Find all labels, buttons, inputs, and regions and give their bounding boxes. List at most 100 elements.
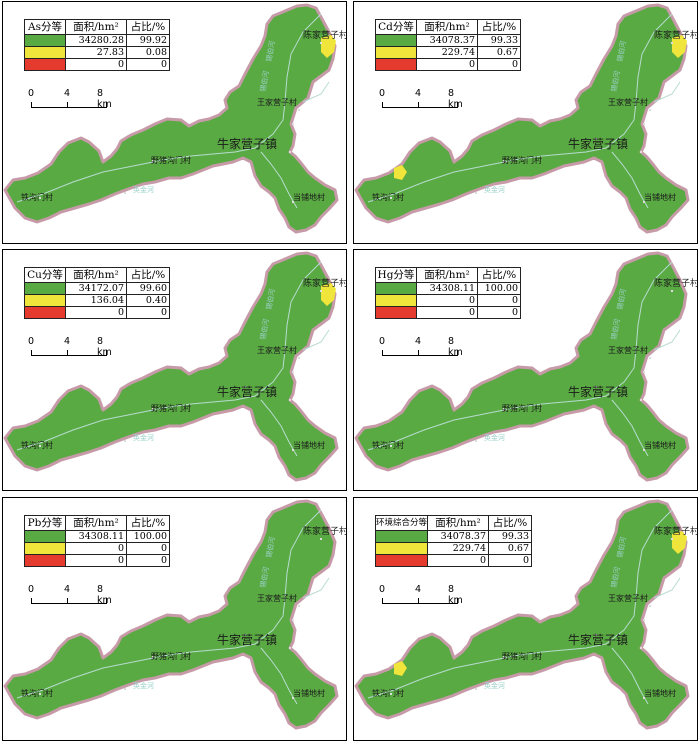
town-boundary	[3, 3, 339, 234]
legend-table: Pb分等 面积/hm² 占比/% 34308.11 100.00 0 0 0 0	[24, 515, 170, 567]
legend-table: Hg分等 面积/hm² 占比/% 34308.11 100.00 0 0 0 0	[375, 267, 521, 319]
legend-area-value: 34280.28	[65, 34, 127, 47]
legend-ratio-value: 0.67	[488, 542, 533, 555]
scale-tick-8km: 8 km	[97, 584, 112, 606]
legend-title: Hg分等	[375, 267, 417, 283]
settlement-marker	[595, 386, 597, 388]
legend-row: 34280.28 99.92	[24, 34, 170, 47]
legend-title: Pb分等	[24, 515, 66, 531]
legend-area-value: 0	[65, 554, 127, 567]
legend-ratio-value: 0	[126, 58, 170, 71]
scale-tick-8km: 8 km	[97, 88, 112, 110]
river-line	[653, 329, 681, 351]
map-panel: 锡伯河 锡伯河 英金河 陈家营子村 王家营子村 牛家营子镇 野猪沟门村 铁沟门村 当铺地村 环境综…	[353, 497, 698, 741]
river-line	[367, 261, 673, 451]
place-label-town: 牛家营子镇	[217, 384, 277, 399]
scale-tick-8km: 8 km	[97, 336, 112, 358]
map-panel: 锡伯河 锡伯河 英金河 陈家营子村 王家营子村 牛家营子镇 野猪沟门村 铁沟门村 当铺地村 Pb分…	[2, 497, 347, 741]
settlement-marker	[292, 697, 294, 699]
scale-tick-0: 0	[28, 584, 35, 595]
settlement-marker	[643, 449, 645, 451]
settlement-marker	[643, 123, 645, 125]
settlement-marker	[298, 109, 300, 111]
legend-table: As分等 面积/hm² 占比/% 34280.28 99.92 27.83 0.08 0 0	[24, 19, 170, 71]
legend-area-value: 0	[427, 554, 490, 567]
yellow-zone-tiegou	[394, 661, 407, 676]
legend-title: Cu分等	[24, 267, 66, 283]
legend-header-ratio: 占比/%	[477, 267, 521, 283]
place-label-chenjia: 陈家营子村	[654, 29, 698, 41]
settlement-marker	[320, 42, 322, 44]
legend-swatch-yellow	[24, 294, 66, 307]
town-boundary	[3, 251, 339, 482]
place-label-wangjia: 王家营子村	[608, 97, 648, 107]
legend-ratio-value: 0	[126, 542, 170, 555]
legend-row: 136.04 0.40	[24, 294, 170, 307]
place-label-town: 牛家营子镇	[568, 136, 628, 151]
place-label-dangpu: 当铺地村	[644, 688, 676, 698]
map-panel: 锡伯河 锡伯河 英金河 陈家营子村 王家营子村 牛家营子镇 野猪沟门村 铁沟门村 当铺地村 Hg分…	[353, 249, 698, 491]
place-label-tiegou: 铁沟门村	[372, 440, 404, 450]
river-line	[611, 647, 649, 705]
river-label: 锡伯河	[615, 536, 628, 558]
legend-row: 34078.37 99.33	[374, 530, 533, 543]
scale-tick-4: 4	[415, 88, 422, 99]
legend-ratio-value: 99.60	[126, 282, 170, 295]
river-label: 英金河	[484, 433, 505, 442]
legend-swatch-red	[24, 554, 66, 567]
yellow-zone-chenjia	[672, 35, 687, 58]
legend-swatch-green	[375, 34, 417, 47]
river-line	[653, 577, 681, 599]
settlement-marker	[39, 197, 41, 199]
settlement-marker	[289, 151, 291, 153]
settlement-marker	[390, 197, 392, 199]
place-label-wangjia: 王家营子村	[257, 97, 297, 107]
river-line	[302, 329, 330, 351]
settlement-marker	[671, 290, 673, 292]
scale-tick-0: 0	[379, 88, 386, 99]
scale-mid-tick	[418, 350, 419, 355]
scale-bar: 0 4 8 km	[27, 88, 112, 112]
town-boundary	[354, 3, 690, 234]
settlement-marker	[643, 697, 645, 699]
scale-line	[382, 102, 458, 108]
map-panel: 锡伯河 锡伯河 英金河 陈家营子村 王家营子村 牛家营子镇 野猪沟门村 铁沟门村 当铺地村 Cu分…	[2, 249, 347, 491]
river-label: 锡伯河	[258, 70, 271, 92]
settlement-marker	[643, 619, 645, 621]
legend-ratio-value: 0	[488, 554, 533, 567]
scale-tick-8km: 8 km	[448, 88, 463, 110]
legend-header-ratio: 占比/%	[126, 19, 170, 35]
legend-area-value: 34078.37	[427, 530, 490, 543]
river-label: 锡伯河	[615, 288, 628, 310]
scale-tick-4: 4	[64, 88, 71, 99]
settlement-marker	[124, 440, 126, 442]
map-panel: 锡伯河 锡伯河 英金河 陈家营子村 王家营子村 牛家营子镇 野猪沟门村 铁沟门村 当铺地村 As分…	[2, 1, 347, 244]
legend-header-area: 面积/hm²	[65, 19, 127, 35]
place-label-wangjia: 王家营子村	[257, 593, 297, 603]
river-line	[16, 261, 322, 451]
settlement-marker	[640, 151, 642, 153]
scale-bar: 0 4 8 km	[27, 584, 112, 608]
settlement-marker	[39, 693, 41, 695]
legend-area-value: 34078.37	[416, 34, 478, 47]
settlement-marker	[152, 160, 154, 162]
scale-mid-tick	[67, 102, 68, 107]
settlement-marker	[292, 371, 294, 373]
scale-bar: 0 4 8 km	[378, 336, 463, 360]
yellow-zone-chenjia	[321, 283, 336, 306]
legend-ratio-value: 0.08	[126, 46, 170, 59]
river-label: 锡伯河	[258, 318, 271, 340]
legend-row: 27.83 0.08	[24, 46, 170, 59]
legend-swatch-yellow	[375, 46, 417, 59]
legend-area-value: 34172.07	[65, 282, 127, 295]
scale-tick-4: 4	[415, 584, 422, 595]
place-label-town: 牛家营子镇	[568, 632, 628, 647]
river-line	[260, 151, 298, 209]
settlement-marker	[292, 123, 294, 125]
place-label-tiegou: 铁沟门村	[372, 688, 404, 698]
